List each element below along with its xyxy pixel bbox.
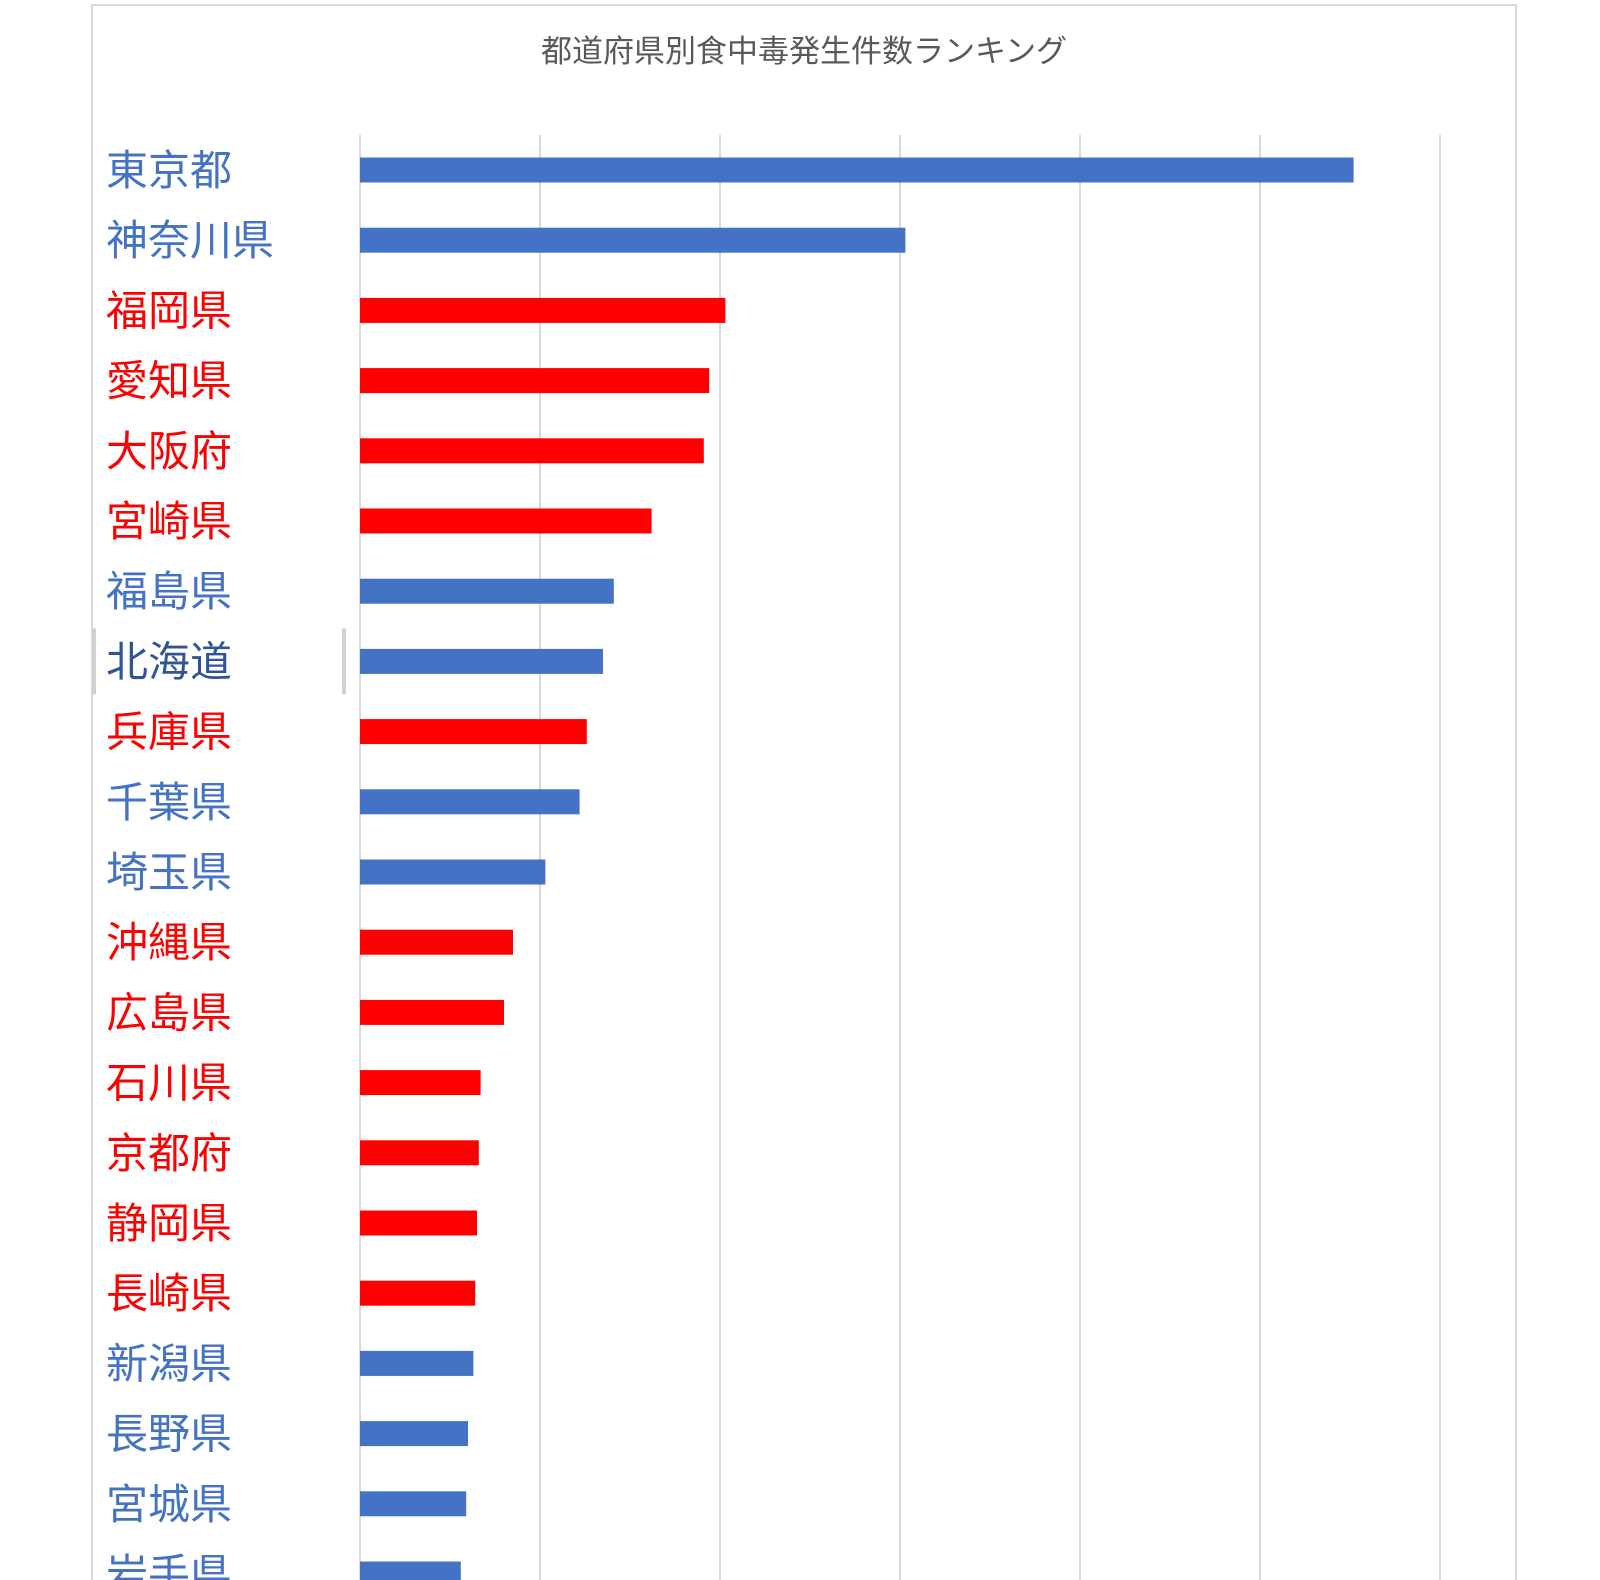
category-label[interactable]: 埼玉県 [106,848,232,897]
category-label[interactable]: 広島県 [106,988,232,1037]
category-label[interactable]: 福岡県 [106,286,232,335]
category-label[interactable]: 岩手県 [106,1550,232,1580]
bar [360,368,710,394]
bar [360,157,1354,183]
bar [360,719,587,745]
bar [360,929,513,955]
bar [360,648,603,674]
category-label[interactable]: 静岡県 [106,1199,232,1248]
category-label[interactable]: 北海道 [106,637,232,686]
bar [360,1491,467,1517]
category-label[interactable]: 新潟県 [106,1339,232,1388]
bar [360,1070,481,1096]
category-label[interactable]: 神奈川県 [106,216,274,265]
bar [360,227,906,253]
bar [360,297,726,323]
category-label[interactable]: 石川県 [106,1059,232,1108]
bar [360,1280,476,1306]
chart-title: 都道府県別食中毒発生件数ランキング [541,34,1067,70]
bar [360,859,546,885]
bar [360,1350,474,1376]
category-label[interactable]: 長野県 [106,1410,232,1459]
bar [360,508,652,534]
bar [360,1421,468,1447]
chart-area-border [91,4,1517,1580]
bar [360,1210,477,1236]
category-label[interactable]: 京都府 [106,1129,232,1178]
bar [360,438,704,464]
category-label[interactable]: 宮崎県 [106,497,232,546]
category-label[interactable]: 宮城県 [106,1480,232,1529]
category-label[interactable]: 長崎県 [106,1269,232,1318]
category-label[interactable]: 兵庫県 [106,708,232,757]
category-label[interactable]: 千葉県 [106,778,232,827]
bar [360,789,580,815]
category-label[interactable]: 福島県 [106,567,232,616]
category-label[interactable]: 沖縄県 [106,918,232,967]
category-label[interactable]: 東京都 [106,146,232,195]
bar [360,1561,461,1580]
bar [360,1140,479,1166]
category-label[interactable]: 大阪府 [106,427,232,476]
bar [360,999,504,1025]
bar [360,578,614,604]
category-label[interactable]: 愛知県 [106,357,232,406]
